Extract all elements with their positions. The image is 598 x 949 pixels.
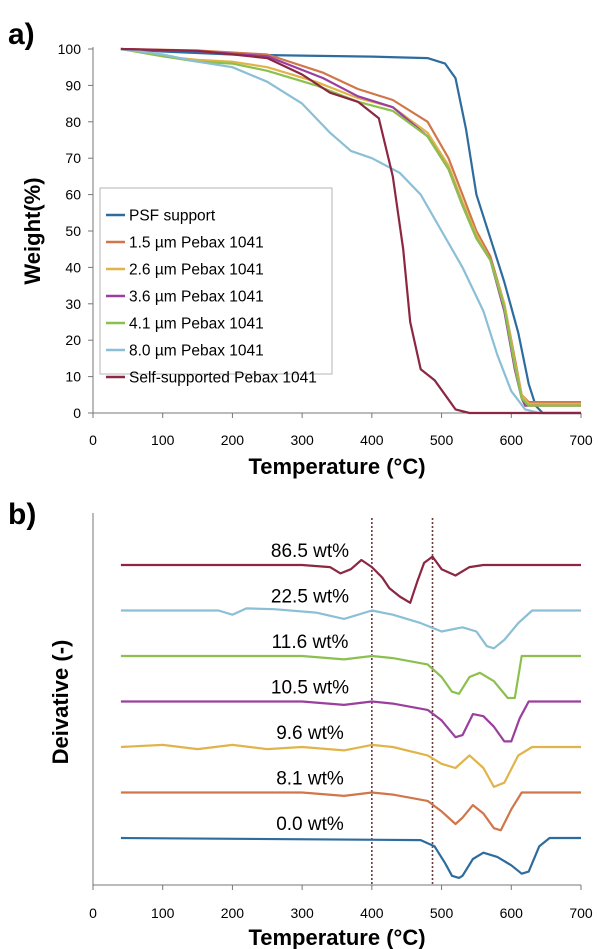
chart-b-reference-lines: [371, 518, 434, 885]
chart-a-y-tick-label: 0: [73, 405, 81, 421]
chart-a-series-line-5: [120, 47, 581, 407]
chart-b-x-tick-label: 400: [360, 905, 384, 921]
chart-b-x-tick-label: 200: [221, 905, 245, 921]
chart-a-series-line-6: [120, 47, 581, 415]
chart-b-series-labels: 86.5 wt% 22.5 wt% 11.6 wt% 10.5 wt% 9.6 wt% 8…: [271, 541, 349, 835]
legend-label-1: PSF support: [129, 208, 216, 225]
chart-b-series-label-6: 8.1 wt%: [276, 769, 344, 790]
chart-b-x-tick-label: 600: [500, 905, 524, 921]
chart-b: 86.5 wt% 22.5 wt% 11.6 wt% 10.5 wt% 9.6 wt% 8…: [48, 513, 593, 949]
chart-a: 0 10 20 30 40 50 60 70 80 90 100 0 100 200 300 400 500 60…: [20, 41, 593, 479]
chart-a-y-tick-label: 70: [65, 150, 81, 166]
panel-b-label: b): [8, 498, 36, 531]
chart-a-tick-labels: 0 10 20 30 40 50 60 70 80 90 100 0 100 200 300 400 500 60…: [58, 41, 593, 448]
chart-a-y-tick-label: 80: [65, 114, 81, 130]
chart-b-x-tick-label: 500: [430, 905, 454, 921]
legend-label-4: 3.6 µm Pebax 1041: [129, 289, 264, 306]
chart-b-series-line-7: [120, 836, 581, 879]
legend-label-2: 1.5 µm Pebax 1041: [129, 235, 264, 252]
chart-a-y-tick-label: 60: [65, 187, 81, 203]
chart-b-series: [120, 555, 581, 879]
chart-b-series-line-4: [120, 700, 581, 743]
chart-a-y-axis-title: Weight(%): [20, 177, 45, 284]
chart-a-x-tick-label: 700: [569, 432, 593, 448]
chart-a-x-tick-label: 500: [430, 432, 454, 448]
chart-b-series-line-2: [120, 607, 581, 650]
chart-b-y-axis-title: Deivative (-): [48, 640, 73, 765]
chart-b-axes: [92, 513, 582, 890]
legend: PSF support 1.5 µm Pebax 1041 2.6 µm Pebax…: [106, 208, 317, 387]
legend-label-5: 4.1 µm Pebax 1041: [129, 316, 264, 333]
chart-a-x-tick-label: 200: [221, 432, 245, 448]
chart-a-y-tick-label: 40: [65, 259, 81, 275]
chart-b-series-line-6: [120, 791, 581, 832]
legend-label-6: 8.0 µm Pebax 1041: [129, 343, 264, 360]
chart-b-series-label-2: 22.5 wt%: [271, 587, 349, 608]
chart-b-series-label-5: 9.6 wt%: [276, 723, 344, 744]
chart-b-series-label-3: 11.6 wt%: [272, 632, 349, 653]
chart-a-x-tick-label: 100: [151, 432, 175, 448]
chart-b-x-tick-label: 0: [89, 905, 97, 921]
chart-a-y-tick-label: 100: [58, 41, 82, 57]
chart-a-y-tick-label: 50: [65, 223, 81, 239]
chart-a-x-tick-label: 300: [290, 432, 314, 448]
chart-b-series-line-1: [120, 555, 581, 604]
legend-label-3: 2.6 µm Pebax 1041: [129, 262, 264, 279]
chart-a-y-tick-label: 90: [65, 77, 81, 93]
chart-a-x-tick-label: 0: [89, 432, 97, 448]
chart-b-series-label-4: 10.5 wt%: [271, 678, 349, 699]
chart-b-series-line-5: [120, 743, 581, 788]
chart-a-series-line-7: [120, 47, 581, 415]
chart-b-x-tick-label: 700: [569, 905, 593, 921]
chart-a-y-tick-label: 20: [65, 332, 81, 348]
panel-a-label: a): [8, 18, 35, 51]
chart-a-x-tick-label: 400: [360, 432, 384, 448]
chart-a-series: [120, 47, 581, 415]
chart-b-tick-labels: 0 100 200 300 400 500 600 700: [89, 905, 593, 921]
chart-a-series-line-1: [120, 47, 581, 415]
legend-label-7: Self-supported Pebax 1041: [129, 370, 317, 387]
chart-b-series-label-7: 0.0 wt%: [276, 814, 344, 835]
chart-a-y-tick-label: 30: [65, 296, 81, 312]
chart-a-x-tick-label: 600: [500, 432, 524, 448]
chart-b-x-axis-title: Temperature (°C): [248, 925, 425, 949]
chart-b-series-label-1: 86.5 wt%: [271, 541, 349, 562]
chart-b-x-tick-label: 300: [290, 905, 314, 921]
chart-a-x-axis-title: Temperature (°C): [248, 454, 425, 479]
legend-box: [99, 187, 333, 375]
chart-b-series-line-3: [120, 654, 581, 700]
chart-b-x-tick-label: 100: [151, 905, 175, 921]
chart-a-y-tick-label: 10: [65, 369, 81, 385]
